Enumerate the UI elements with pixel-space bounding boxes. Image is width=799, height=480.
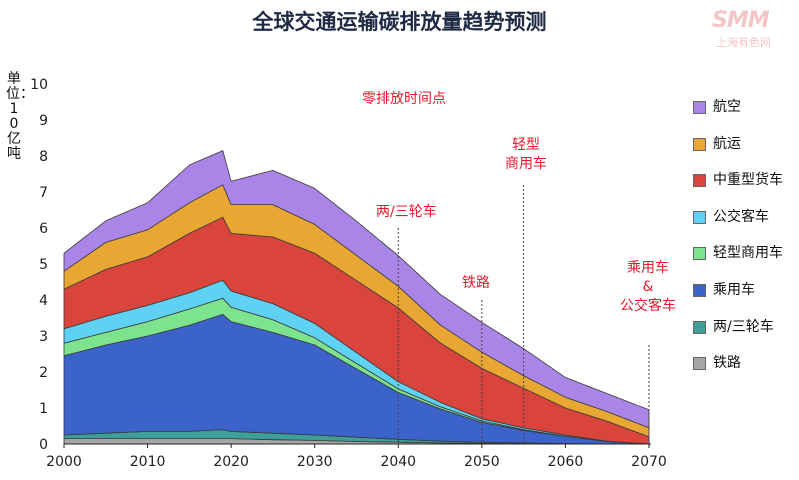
legend-swatch <box>693 357 706 371</box>
y-tick-label: 3 <box>39 329 48 345</box>
legend-swatch <box>693 210 706 224</box>
legend-swatch <box>693 101 706 114</box>
x-tick-label: 2010 <box>130 454 166 470</box>
legend-label: 两/三轮车 <box>713 318 774 335</box>
y-tick-label: 5 <box>39 257 48 273</box>
x-tick-label: 2060 <box>548 454 584 470</box>
legend-label: 航运 <box>713 135 741 152</box>
annotation-car-line2: & <box>642 279 654 295</box>
annotation-lcv-line2: 商用车 <box>505 156 547 172</box>
annotation-car-line3: 公交客车 <box>620 298 676 314</box>
x-tick-label: 2000 <box>46 454 82 470</box>
series-areas <box>63 150 650 445</box>
x-tick-label: 2050 <box>464 454 500 470</box>
annotation-header: 零排放时间点 <box>362 91 446 107</box>
chart-title: 全球交通运输碳排放量趋势预测 <box>252 10 547 34</box>
y-tick-label: 4 <box>39 293 48 309</box>
y-tick-label: 1 <box>39 401 48 417</box>
legend-label: 航空 <box>713 99 741 115</box>
area-航空 <box>63 150 650 429</box>
annotation-two-three-wheeler: 两/三轮车 <box>376 204 437 220</box>
y-tick-label: 7 <box>39 185 48 201</box>
legend-label: 公交客车 <box>713 208 769 225</box>
legend-label: 铁路 <box>713 355 741 372</box>
annotation-car-line1: 乘用车 <box>627 260 669 276</box>
legend-label: 轻型商用车 <box>713 245 783 262</box>
y-tick-label: 10 <box>30 77 48 93</box>
legend-swatch <box>693 247 706 261</box>
x-tick-label: 2040 <box>380 454 416 470</box>
annotation-lcv: 轻型 商用车 <box>500 136 552 174</box>
y-tick-label: 2 <box>39 365 48 381</box>
legend-label: 中重型货车 <box>713 172 783 189</box>
zero-emission-lines <box>397 185 650 444</box>
x-tick-label: 2020 <box>213 454 249 470</box>
y-tick-label: 8 <box>39 149 48 165</box>
annotation-rail: 铁路 <box>462 275 490 291</box>
annotation-lcv-line1: 轻型 <box>512 137 540 153</box>
legend-swatch <box>693 320 706 334</box>
y-tick-label: 0 <box>39 437 48 453</box>
y-tick-label: 9 <box>39 113 48 129</box>
watermark-subtitle: 上海有色网 <box>716 36 771 49</box>
watermark-logo: SMM <box>712 8 770 33</box>
x-tick-label: 2030 <box>297 454 333 470</box>
y-ticks: 0 1 2 3 4 5 6 7 8 9 10 <box>30 77 48 453</box>
x-ticks: 2000 2010 2020 2030 2040 2050 2060 2070 <box>46 444 667 470</box>
x-tick-label: 2070 <box>631 454 667 470</box>
legend-swatch <box>693 284 706 297</box>
legend-swatch <box>693 174 706 188</box>
annotation-car-bus: 乘用车 & 公交客车 <box>612 259 684 316</box>
legend-label: 乘用车 <box>713 282 755 298</box>
y-tick-label: 6 <box>39 221 48 237</box>
legend-swatch <box>693 137 706 151</box>
